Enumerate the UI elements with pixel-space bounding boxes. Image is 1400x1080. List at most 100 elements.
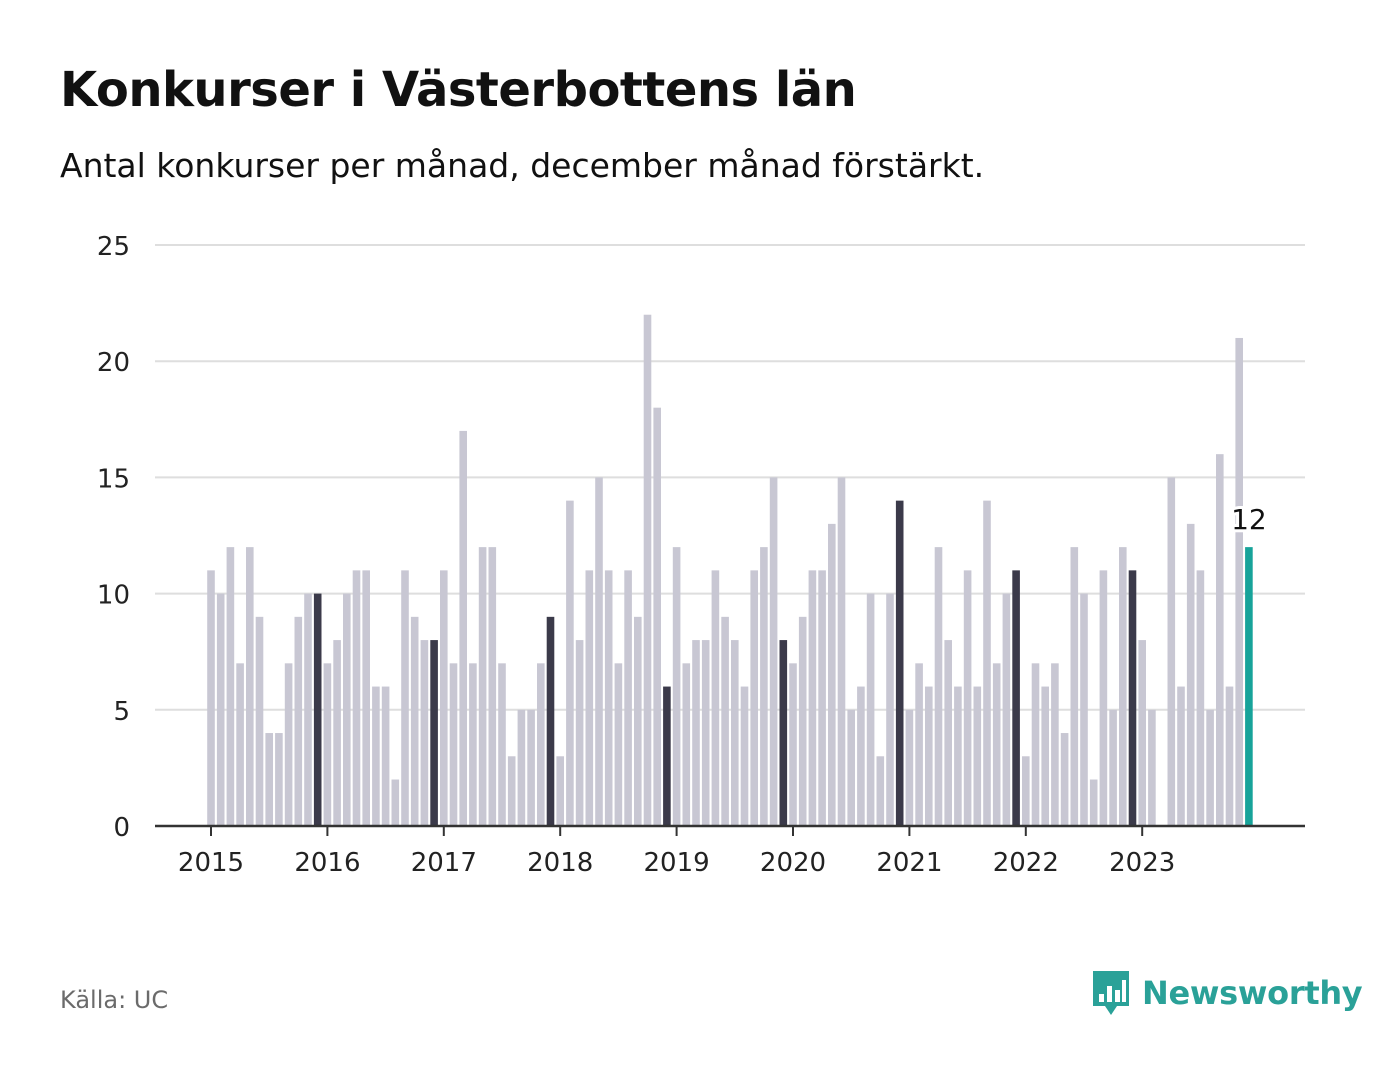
bar	[1245, 547, 1253, 826]
bar	[818, 570, 826, 826]
chart-subtitle: Antal konkurser per månad, december måna…	[60, 146, 985, 185]
bar	[973, 686, 982, 826]
bar	[895, 500, 904, 826]
y-tick-label: 15	[97, 464, 130, 494]
bar	[498, 663, 506, 826]
bar	[769, 477, 778, 826]
bar	[469, 663, 477, 826]
bar	[1216, 454, 1224, 826]
bar	[663, 686, 671, 826]
bar	[265, 733, 273, 826]
brand-name: Newsworthy	[1142, 974, 1363, 1012]
bar	[1148, 709, 1156, 826]
bar	[391, 779, 400, 826]
bar	[1225, 686, 1234, 826]
bar	[304, 593, 312, 826]
bar	[808, 570, 817, 826]
bar	[1206, 709, 1214, 826]
x-axis	[155, 824, 1305, 836]
bar	[236, 663, 244, 826]
bar	[624, 570, 632, 826]
bar	[1002, 593, 1011, 826]
bar	[517, 709, 526, 826]
bar	[566, 500, 574, 826]
bar	[459, 430, 467, 826]
x-tick-label: 2019	[644, 848, 710, 878]
bar	[1031, 663, 1040, 826]
bar	[905, 709, 914, 826]
latest-value-label: 12	[1231, 503, 1267, 536]
bar	[575, 640, 584, 826]
bar	[226, 547, 235, 826]
bar	[1041, 686, 1049, 826]
bar	[362, 570, 370, 826]
bar	[1109, 709, 1117, 826]
bar	[682, 663, 691, 826]
bar	[847, 709, 855, 826]
x-tick-label: 2022	[993, 848, 1059, 878]
bar	[692, 640, 700, 826]
bar	[352, 570, 361, 826]
x-tick-label: 2018	[527, 848, 593, 878]
bar	[915, 663, 923, 826]
bar	[963, 570, 972, 826]
bar	[440, 570, 448, 826]
bar	[478, 547, 487, 826]
x-tick-label: 2016	[294, 848, 360, 878]
bars	[207, 314, 1253, 826]
bar	[653, 407, 661, 826]
bar	[420, 640, 429, 826]
bar	[1167, 477, 1176, 826]
x-tick-label: 2020	[760, 848, 826, 878]
bar	[701, 640, 710, 826]
source-note: Källa: UC	[60, 986, 169, 1014]
x-tick-label: 2017	[411, 848, 477, 878]
bar	[944, 640, 952, 826]
bar	[1177, 686, 1185, 826]
y-tick-label: 10	[97, 581, 130, 611]
bar	[643, 314, 652, 826]
bar	[750, 570, 758, 826]
bar	[585, 570, 594, 826]
x-tick-label: 2023	[1109, 848, 1175, 878]
bar	[401, 570, 409, 826]
bar	[507, 756, 516, 826]
bar	[1089, 779, 1098, 826]
bar	[255, 616, 264, 826]
annotations: 12	[1228, 500, 1270, 539]
bar	[983, 500, 991, 826]
bar	[1186, 523, 1195, 826]
y-tick-label: 5	[113, 697, 130, 727]
y-tick-label: 25	[97, 232, 130, 262]
bar	[537, 663, 545, 826]
bar	[1080, 593, 1088, 826]
bar	[731, 640, 739, 826]
bar	[372, 686, 380, 826]
bar	[934, 547, 943, 826]
bar	[789, 663, 797, 826]
bar	[216, 593, 225, 826]
bar	[876, 756, 885, 826]
bar	[275, 733, 283, 826]
bar	[1138, 640, 1146, 826]
bar	[721, 616, 729, 826]
bar	[1051, 663, 1059, 826]
bar	[207, 570, 215, 826]
bar	[1070, 547, 1079, 826]
bar	[595, 477, 603, 826]
x-axis-labels: 2015 2016 2017 2018 2019 2020 2021 2022 2023	[178, 848, 1175, 878]
bar	[313, 593, 322, 826]
bar	[449, 663, 458, 826]
bar	[798, 616, 807, 826]
bar	[1128, 570, 1137, 826]
bar	[246, 547, 254, 826]
bar	[604, 570, 613, 826]
bar	[992, 663, 1001, 826]
bar	[381, 686, 390, 826]
bar	[323, 663, 332, 826]
bar	[1099, 570, 1108, 826]
chart-title: Konkurser i Västerbottens län	[60, 62, 857, 118]
bar	[837, 477, 846, 826]
bar	[430, 640, 438, 826]
